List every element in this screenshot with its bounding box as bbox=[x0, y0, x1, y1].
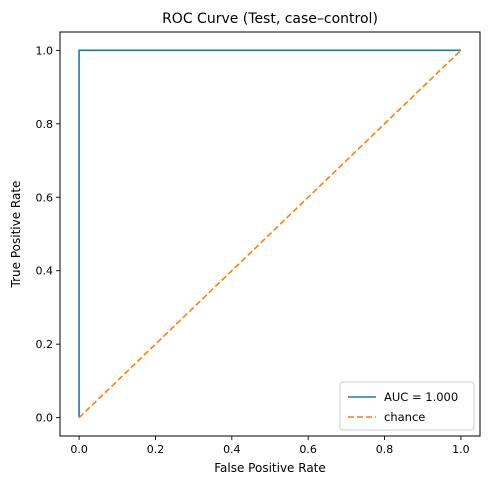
series-group bbox=[78, 49, 462, 419]
legend-label: AUC = 1.000 bbox=[384, 390, 458, 404]
series-line-chance bbox=[78, 49, 462, 419]
x-axis-ticks: 0.0 0.2 0.4 0.6 0.8 1.0 bbox=[70, 436, 470, 456]
x-tick-label: 0.4 bbox=[223, 443, 241, 456]
plot-frame bbox=[59, 31, 481, 437]
legend: AUC = 1.000 chance bbox=[339, 381, 475, 431]
x-tick-label: 0.2 bbox=[147, 443, 165, 456]
plot-area bbox=[59, 31, 481, 437]
y-tick-label: 0.4 bbox=[36, 265, 54, 278]
x-tick-label: 0.8 bbox=[376, 443, 394, 456]
y-axis-ticks: 0.0 0.2 0.4 0.6 0.8 1.0 bbox=[36, 44, 60, 425]
x-tick-label: 0.0 bbox=[70, 443, 88, 456]
x-tick-label: 0.6 bbox=[299, 443, 317, 456]
x-axis-label: False Positive Rate bbox=[214, 461, 326, 475]
legend-label: chance bbox=[384, 410, 425, 424]
y-tick-label: 0.6 bbox=[36, 191, 54, 204]
y-tick-label: 0.8 bbox=[36, 118, 54, 131]
legend-box bbox=[339, 381, 475, 431]
chart-title: ROC Curve (Test, case–control) bbox=[162, 11, 378, 27]
x-tick-label: 1.0 bbox=[452, 443, 470, 456]
y-tick-label: 1.0 bbox=[36, 44, 54, 57]
y-axis-label: True Positive Rate bbox=[9, 181, 23, 289]
y-tick-label: 0.2 bbox=[36, 338, 54, 351]
y-tick-label: 0.0 bbox=[36, 412, 54, 425]
series-line-roc bbox=[78, 49, 461, 418]
